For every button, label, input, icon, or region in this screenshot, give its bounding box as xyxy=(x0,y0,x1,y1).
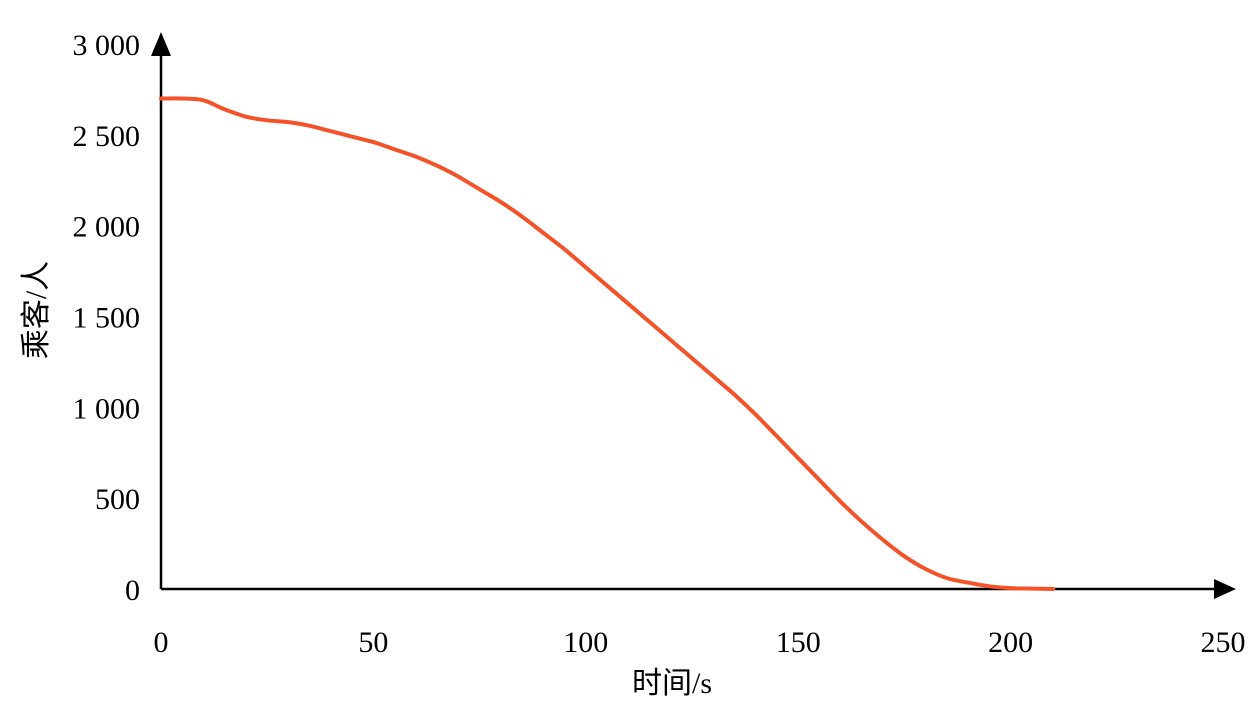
x-tick-label: 150 xyxy=(776,626,821,659)
y-tick-label: 2 500 xyxy=(73,120,141,153)
series-layer xyxy=(159,96,1056,591)
y-tick-label: 1 500 xyxy=(73,302,141,335)
x-tick-label: 50 xyxy=(358,626,388,659)
y-tick-labels: 0 500 1 000 1 500 2 000 2 500 3 000 xyxy=(73,29,141,607)
series-line xyxy=(159,96,1056,591)
y-tick-label: 500 xyxy=(95,483,140,516)
x-tick-label: 100 xyxy=(563,626,608,659)
axes xyxy=(151,32,1236,599)
x-tick-label: 250 xyxy=(1201,626,1246,659)
x-tick-label: 0 xyxy=(154,626,169,659)
y-tick-label: 2 000 xyxy=(73,211,141,244)
y-tick-label: 3 000 xyxy=(73,29,141,62)
y-axis-label: 乘客/人 xyxy=(20,261,53,359)
y-tick-label: 1 000 xyxy=(73,392,141,425)
x-axis-label: 时间/s xyxy=(632,667,712,700)
y-tick-label: 0 xyxy=(125,574,140,607)
x-axis-arrow xyxy=(1214,579,1236,599)
x-tick-label: 200 xyxy=(988,626,1033,659)
x-tick-labels: 0 50 100 150 200 250 xyxy=(154,626,1246,659)
y-axis-arrow xyxy=(151,32,171,56)
